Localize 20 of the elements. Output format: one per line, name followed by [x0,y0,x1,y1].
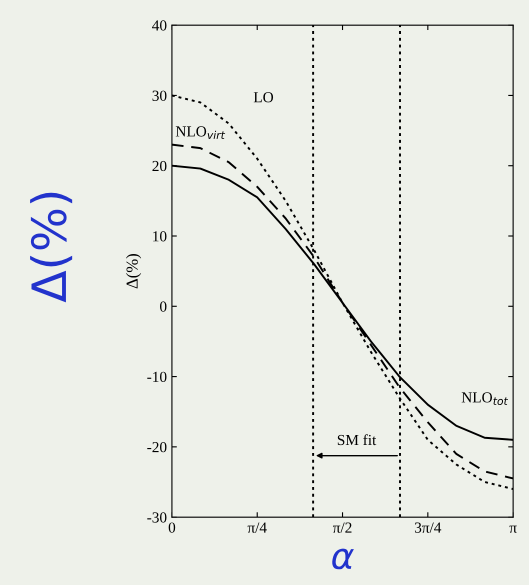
x-tick-label: π [509,526,517,533]
text: Δ(%) [30,192,72,302]
y-tick-label: -10 [147,372,166,382]
y-tick-label: -30 [147,512,166,523]
y-tick-label: -20 [147,442,166,452]
x-tick-label: 3π/4 [414,522,442,533]
annotation: SM fit [338,434,376,446]
text: LO [254,92,274,102]
y-tick-label: 10 [153,231,166,242]
series-label: NLO$_{virt}$ [176,126,226,139]
x-tick-label: 0 [168,522,176,533]
x-tick-label: π/2 [332,522,352,533]
y-tick-label: 30 [152,90,166,101]
y-axis-title: Δ(%) [126,254,142,288]
y-tick-label: 40 [152,20,166,31]
x-axis-title: α [332,548,354,570]
legend-label: NLO$_{tot}$ [462,392,508,406]
x-tick-label: π/4 [248,522,267,533]
y-tick-label: 20 [152,160,166,172]
y-tick-label: 0 [160,301,166,312]
